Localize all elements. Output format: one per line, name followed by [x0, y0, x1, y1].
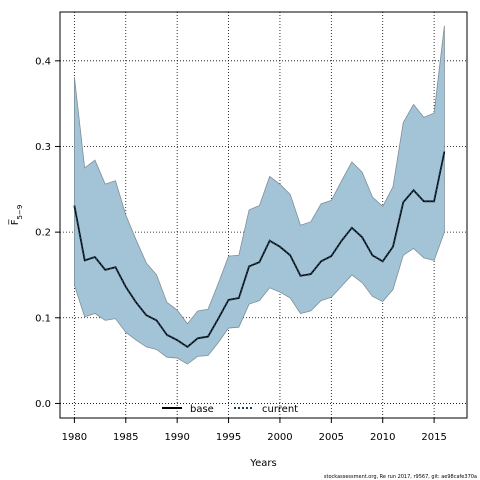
x-axis-ticks: 1980 1985 1990 1995 2000 2005 2010 2015 [62, 418, 447, 443]
x-axis-title: Years [249, 458, 276, 469]
y-tick-label: 0.4 [35, 56, 51, 67]
y-axis-title-main: F̅ [8, 219, 21, 226]
x-tick-label: 2010 [370, 432, 395, 443]
plot-frame [59, 11, 468, 419]
series-line-current [73, 151, 446, 349]
x-tick-label: 2015 [421, 432, 446, 443]
confidence-band [73, 25, 445, 365]
y-axis-title-sub: 5−9 [16, 205, 24, 220]
y-tick-label: 0.3 [35, 142, 51, 153]
x-tick-label: 2000 [267, 432, 292, 443]
legend-label-current: current [262, 404, 298, 415]
x-tick-label: 2005 [319, 432, 344, 443]
x-tick-label: 1985 [113, 432, 138, 443]
y-axis-ticks: 0.0 0.1 0.2 0.3 0.4 [35, 56, 60, 410]
legend-label-base: base [190, 404, 214, 415]
y-tick-label: 0.2 [35, 228, 51, 239]
x-tick-label: 1980 [62, 432, 87, 443]
y-axis-title: F̅5−9 [8, 205, 24, 226]
x-tick-label: 1990 [164, 432, 189, 443]
series-layer [73, 151, 446, 349]
footnote: stockassessment.org, Re run 2017, r9567,… [324, 474, 477, 480]
legend: base current [162, 404, 298, 415]
y-tick-label: 0.0 [35, 399, 51, 410]
confidence-band-layer [73, 25, 445, 365]
y-tick-label: 0.1 [35, 313, 51, 324]
x-tick-label: 1995 [216, 432, 241, 443]
